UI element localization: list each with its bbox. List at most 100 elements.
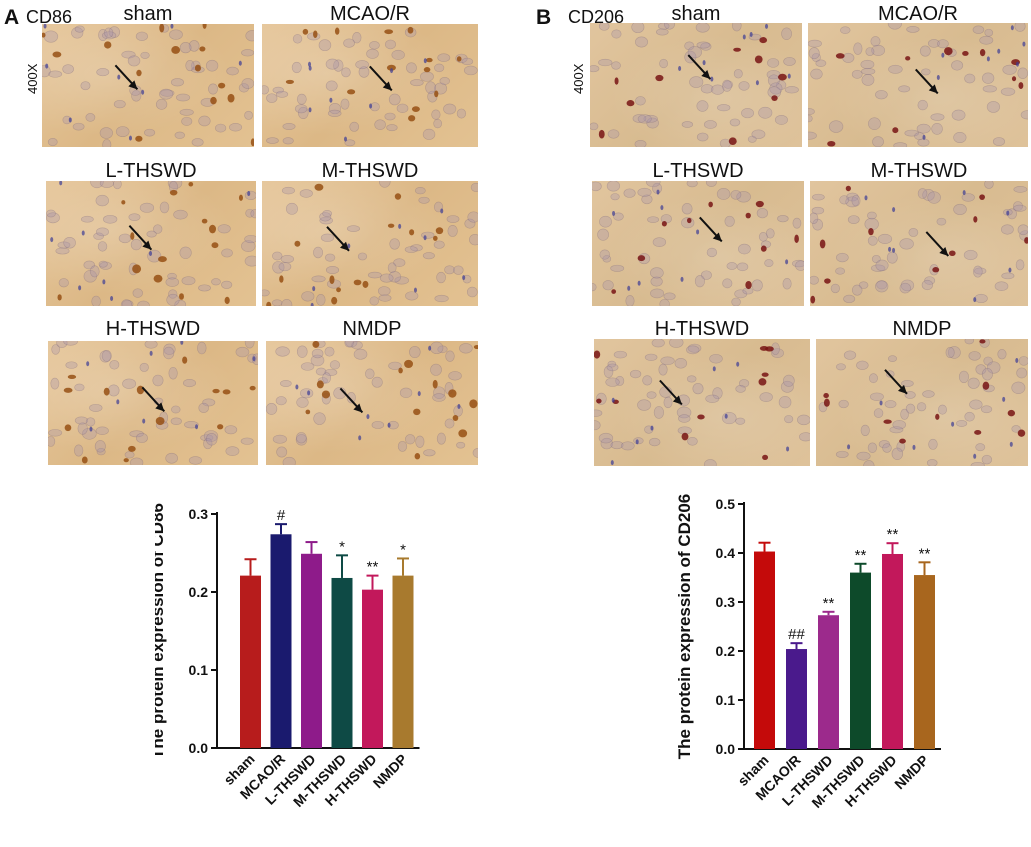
blue-nucleus	[308, 61, 312, 67]
nucleus	[689, 76, 704, 88]
nucleus	[191, 138, 204, 147]
stained-cell	[103, 387, 110, 396]
nucleus	[711, 84, 725, 95]
nucleus	[937, 39, 949, 49]
y-tick-label: 0.4	[716, 545, 736, 561]
stained-cell	[899, 438, 906, 444]
micrograph-b-mthswd	[810, 181, 1028, 306]
blue-nucleus	[755, 80, 759, 86]
stained-cell	[594, 350, 601, 359]
nucleus	[731, 297, 741, 306]
blue-nucleus	[610, 460, 614, 466]
nucleus	[598, 23, 610, 31]
micrograph-texture	[810, 181, 1028, 304]
nucleus	[168, 366, 178, 380]
nucleus	[456, 441, 466, 449]
nucleus	[224, 425, 238, 435]
stained-cell	[42, 32, 46, 38]
stained-cell	[169, 189, 178, 196]
nucleus	[721, 79, 732, 92]
nucleus	[266, 402, 278, 415]
nucleus	[297, 106, 309, 120]
nucleus	[99, 261, 112, 270]
blue-nucleus	[612, 210, 616, 216]
nucleus	[345, 341, 358, 348]
nucleus	[592, 181, 602, 192]
arrow-head-icon	[128, 80, 138, 90]
stained-cell	[155, 416, 165, 426]
blue-nucleus	[1008, 267, 1012, 273]
nucleus	[741, 108, 754, 119]
chart-cd206-svg: The protein expression of CD206 0.0 0.1 0.2…	[675, 494, 941, 811]
stained-cell	[745, 212, 751, 219]
nucleus	[808, 114, 813, 123]
nucleus	[888, 355, 897, 362]
blue-nucleus	[43, 24, 47, 29]
nucleus	[365, 368, 375, 380]
nucleus	[459, 343, 473, 354]
blue-nucleus	[702, 60, 706, 66]
micrograph-b-hthswd	[594, 339, 810, 466]
nucleus	[867, 211, 877, 220]
stained-cell	[321, 390, 331, 399]
nucleus	[91, 295, 101, 306]
stained-cell	[238, 194, 243, 201]
stained-cell	[755, 200, 764, 208]
nucleus	[659, 58, 668, 69]
nucleus	[776, 80, 787, 91]
blue-nucleus	[736, 361, 740, 367]
nucleus	[430, 363, 442, 376]
bar	[914, 575, 935, 749]
nucleus	[221, 280, 233, 289]
bar	[850, 572, 871, 749]
micrograph-texture	[42, 24, 254, 147]
nucleus	[986, 101, 1001, 113]
nucleus	[319, 216, 333, 225]
nucleus	[131, 90, 142, 102]
micrograph-b-sham	[590, 23, 802, 147]
nucleus	[808, 47, 820, 60]
nucleus	[738, 81, 750, 91]
nucleus	[244, 190, 256, 201]
nucleus	[986, 361, 1001, 374]
micrograph-a-hthswd	[48, 341, 258, 465]
stained-cell	[398, 367, 403, 374]
x-tick-label: NMDP	[370, 751, 410, 791]
nucleus	[973, 267, 987, 275]
significance-label: *	[400, 541, 406, 558]
nucleus	[299, 189, 313, 198]
nucleus	[858, 281, 869, 289]
nucleus	[85, 113, 96, 122]
stained-cell	[130, 232, 135, 240]
nucleus	[431, 109, 441, 120]
stained-cell	[386, 64, 396, 71]
nucleus	[358, 66, 370, 78]
stained-cell	[57, 294, 62, 301]
nucleus	[315, 367, 327, 376]
nucleus	[420, 71, 434, 82]
nucleus	[812, 193, 825, 201]
nucleus	[889, 426, 904, 434]
stained-cell	[1024, 237, 1028, 244]
nucleus	[322, 372, 332, 384]
nucleus	[751, 279, 763, 292]
nucleus	[179, 108, 194, 116]
micrograph-a-nmdp	[266, 341, 478, 465]
nucleus	[296, 93, 307, 105]
nucleus	[592, 283, 597, 292]
nucleus	[808, 131, 817, 140]
nucleus	[970, 461, 986, 466]
nucleus	[900, 279, 915, 292]
nucleus	[93, 232, 104, 240]
nucleus	[1011, 381, 1026, 394]
blue-nucleus	[710, 76, 714, 82]
nucleus	[981, 367, 993, 381]
stained-cell	[823, 398, 830, 407]
nucleus	[992, 137, 1005, 146]
stained-cell	[434, 90, 439, 98]
arrow-head-icon	[353, 403, 363, 413]
nucleus	[245, 208, 255, 218]
bar	[392, 575, 414, 748]
stained-cell	[432, 379, 438, 389]
nucleus	[101, 349, 112, 362]
